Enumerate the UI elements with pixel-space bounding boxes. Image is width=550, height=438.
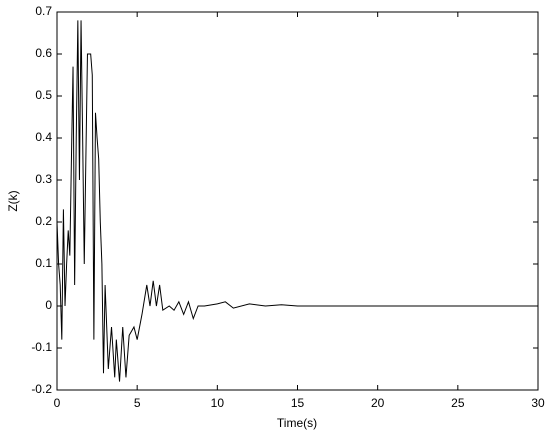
y-tick-label: -0.2 <box>31 382 52 396</box>
y-tick-label: 0.3 <box>35 172 52 186</box>
x-tick-label: 0 <box>54 396 61 410</box>
y-tick-label: 0.6 <box>35 46 52 60</box>
x-tick-label: 15 <box>291 396 305 410</box>
y-tick-label: 0.1 <box>35 256 52 270</box>
y-tick-label: 0.4 <box>35 130 52 144</box>
y-tick-label: 0.5 <box>35 88 52 102</box>
x-tick-label: 10 <box>211 396 225 410</box>
y-axis-label: Z(k) <box>6 190 20 211</box>
y-tick-label: -0.1 <box>31 340 52 354</box>
x-tick-label: 5 <box>134 396 141 410</box>
x-axis-label: Time(s) <box>277 416 317 430</box>
x-tick-label: 30 <box>531 396 545 410</box>
y-tick-label: 0.2 <box>35 214 52 228</box>
line <box>56 20 538 382</box>
x-tick-label: 25 <box>451 396 465 410</box>
x-tick-label: 20 <box>371 396 385 410</box>
plot-area <box>56 11 539 391</box>
y-tick-label: 0.7 <box>35 4 52 18</box>
y-tick-label: 0 <box>45 298 52 312</box>
